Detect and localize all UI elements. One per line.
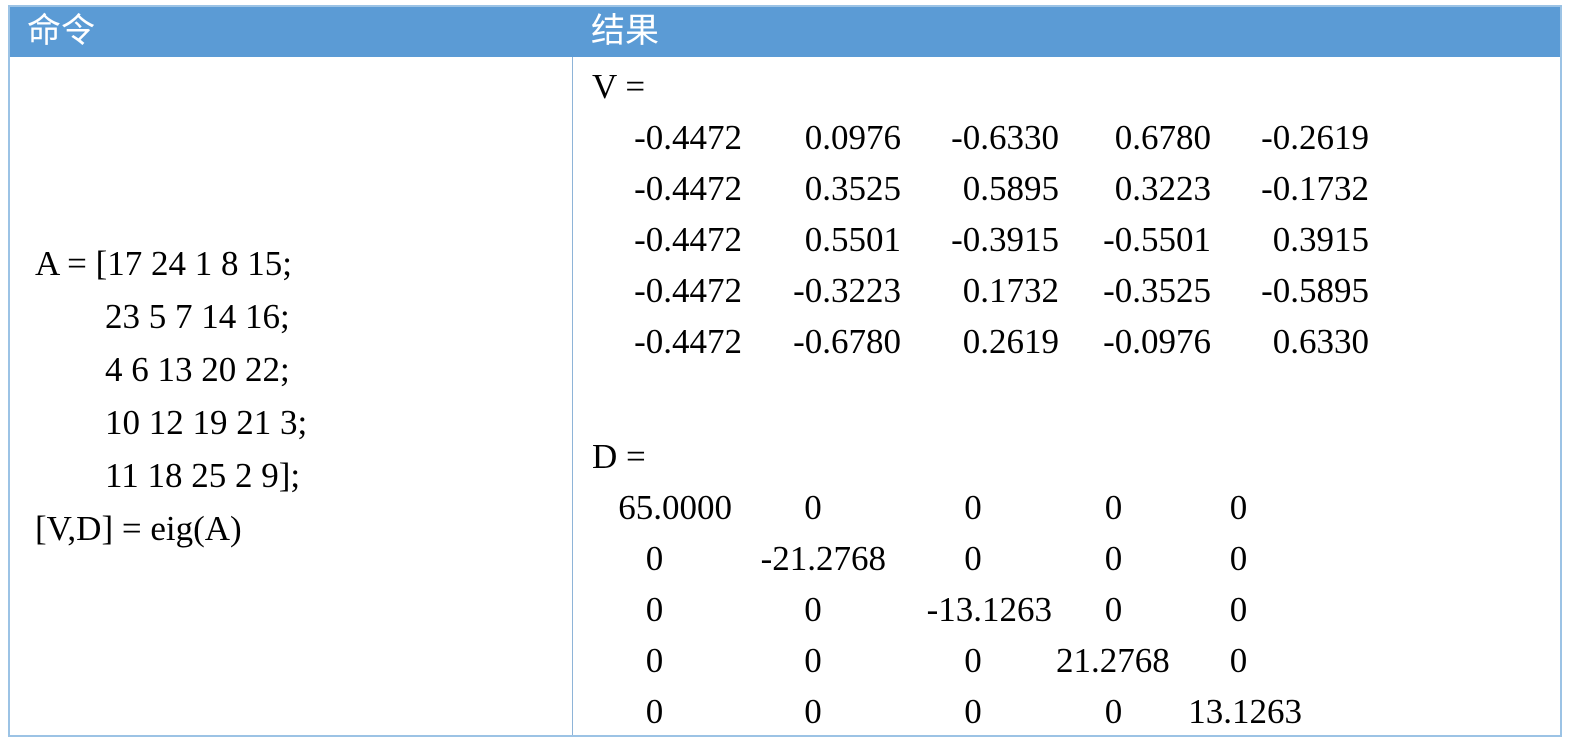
- matrix-cell: 0: [645, 641, 664, 680]
- matrix-cell: 0: [1229, 590, 1248, 629]
- matrix-cell: 0: [964, 488, 982, 527]
- matrix-cell: 0: [964, 692, 982, 731]
- table-body-row: A = [17 24 1 8 15; 23 5 7 14 16; 4 6 13 …: [10, 57, 1560, 735]
- command-line: 10 12 19 21 3;: [35, 403, 308, 442]
- matrix-cell: -21.2768: [760, 539, 886, 578]
- matrix-cell: 0: [804, 692, 822, 731]
- d-matrix: 65.0000 0 0 0 0 0 -21.2768 0 0 0 0 0 -13.1263 0 0 0 0 0 21…: [573, 482, 1560, 735]
- matrix-cell: 0: [1104, 488, 1123, 527]
- command-result-table: 命令 结果 A = [17 24 1 8 15; 23 5 7 14 16; 4…: [8, 5, 1562, 737]
- matrix-cell: -0.1732: [1261, 169, 1369, 208]
- matrix-cell: -0.0976: [1103, 322, 1211, 361]
- command-cell: A = [17 24 1 8 15; 23 5 7 14 16; 4 6 13 …: [10, 57, 573, 735]
- block-gap: [573, 367, 1560, 431]
- header-command: 命令: [27, 13, 95, 50]
- matrix-row: 0 0 -13.1263 0 0: [573, 584, 1560, 635]
- matrix-cell: 0: [645, 590, 664, 629]
- matrix-cell: 0.6330: [1272, 322, 1369, 361]
- table-header-row: 命令 结果: [10, 7, 1560, 57]
- matrix-cell: 0: [964, 539, 982, 578]
- matrix-cell: -13.1263: [926, 590, 1052, 629]
- matrix-cell: 0: [1229, 488, 1248, 527]
- matrix-row: -0.4472 -0.3223 0.1732 -0.3525 -0.5895: [573, 265, 1560, 316]
- matrix-cell: 0: [1229, 539, 1248, 578]
- matrix-cell: 0: [645, 692, 664, 731]
- matrix-cell: 0: [964, 641, 982, 680]
- command-line: 4 6 13 20 22;: [35, 350, 290, 389]
- matrix-cell: -0.4472: [634, 220, 742, 259]
- header-result: 结果: [591, 13, 659, 50]
- matrix-cell: -0.4472: [634, 118, 742, 157]
- matrix-row: 0 0 0 21.2768 0: [573, 635, 1560, 686]
- matrix-cell: 0: [1104, 539, 1123, 578]
- matrix-cell: 0.3223: [1114, 169, 1211, 208]
- matrix-cell: 0: [804, 641, 822, 680]
- matrix-cell: 0: [804, 488, 822, 527]
- matrix-row: -0.4472 0.3525 0.5895 0.3223 -0.1732: [573, 163, 1560, 214]
- matrix-row: -0.4472 0.0976 -0.6330 0.6780 -0.2619: [573, 112, 1560, 163]
- matrix-cell: 0.1732: [962, 271, 1059, 310]
- matrix-cell: 0.3915: [1272, 220, 1369, 259]
- matrix-cell: 0.5501: [804, 220, 901, 259]
- matrix-cell: -0.4472: [634, 271, 742, 310]
- v-matrix-label: V =: [592, 67, 646, 106]
- matrix-row: -0.4472 0.5501 -0.3915 -0.5501 0.3915: [573, 214, 1560, 265]
- matrix-cell: -0.6780: [793, 322, 901, 361]
- matlab-command-code: A = [17 24 1 8 15; 23 5 7 14 16; 4 6 13 …: [10, 237, 307, 555]
- matrix-cell: -0.3915: [951, 220, 1059, 259]
- command-line: 11 18 25 2 9];: [35, 456, 301, 495]
- matrix-row: 0 0 0 0 13.1263: [573, 686, 1560, 735]
- matrix-cell: -0.6330: [951, 118, 1059, 157]
- matrix-cell: 65.0000: [618, 488, 732, 527]
- d-matrix-label: D =: [592, 437, 646, 476]
- matrix-cell: 0.3525: [804, 169, 901, 208]
- matrix-cell: -0.4472: [634, 169, 742, 208]
- v-matrix: -0.4472 0.0976 -0.6330 0.6780 -0.2619 -0.4472…: [573, 112, 1560, 367]
- matrix-cell: 0.6780: [1114, 118, 1211, 157]
- matrix-cell: 0: [1229, 641, 1248, 680]
- matrix-cell: 0: [1104, 590, 1123, 629]
- matrix-cell: -0.3223: [793, 271, 901, 310]
- matrix-row: 0 -21.2768 0 0 0: [573, 533, 1560, 584]
- matrix-cell: 0: [645, 539, 664, 578]
- matrix-cell: 0.5895: [962, 169, 1059, 208]
- matrix-cell: 0.2619: [962, 322, 1059, 361]
- matrix-cell: 0: [804, 590, 822, 629]
- matrix-cell: -0.2619: [1261, 118, 1369, 157]
- matrix-cell: 0: [1104, 692, 1123, 731]
- matrix-cell: 0.0976: [804, 118, 901, 157]
- result-cell: V = -0.4472 0.0976 -0.6330 0.6780 -0.2619 -0.…: [573, 57, 1560, 735]
- matrix-cell: -0.4472: [634, 322, 742, 361]
- matrix-cell: -0.5895: [1261, 271, 1369, 310]
- command-line: A = [17 24 1 8 15;: [35, 244, 292, 283]
- matrix-row: 65.0000 0 0 0 0: [573, 482, 1560, 533]
- matrix-cell: 13.1263: [1188, 692, 1302, 731]
- matrix-row: -0.4472 -0.6780 0.2619 -0.0976 0.6330: [573, 316, 1560, 367]
- matrix-cell: -0.5501: [1103, 220, 1211, 259]
- command-line: [V,D] = eig(A): [35, 509, 242, 548]
- command-line: 23 5 7 14 16;: [35, 297, 290, 336]
- matrix-cell: 21.2768: [1056, 641, 1170, 680]
- matrix-cell: -0.3525: [1103, 271, 1211, 310]
